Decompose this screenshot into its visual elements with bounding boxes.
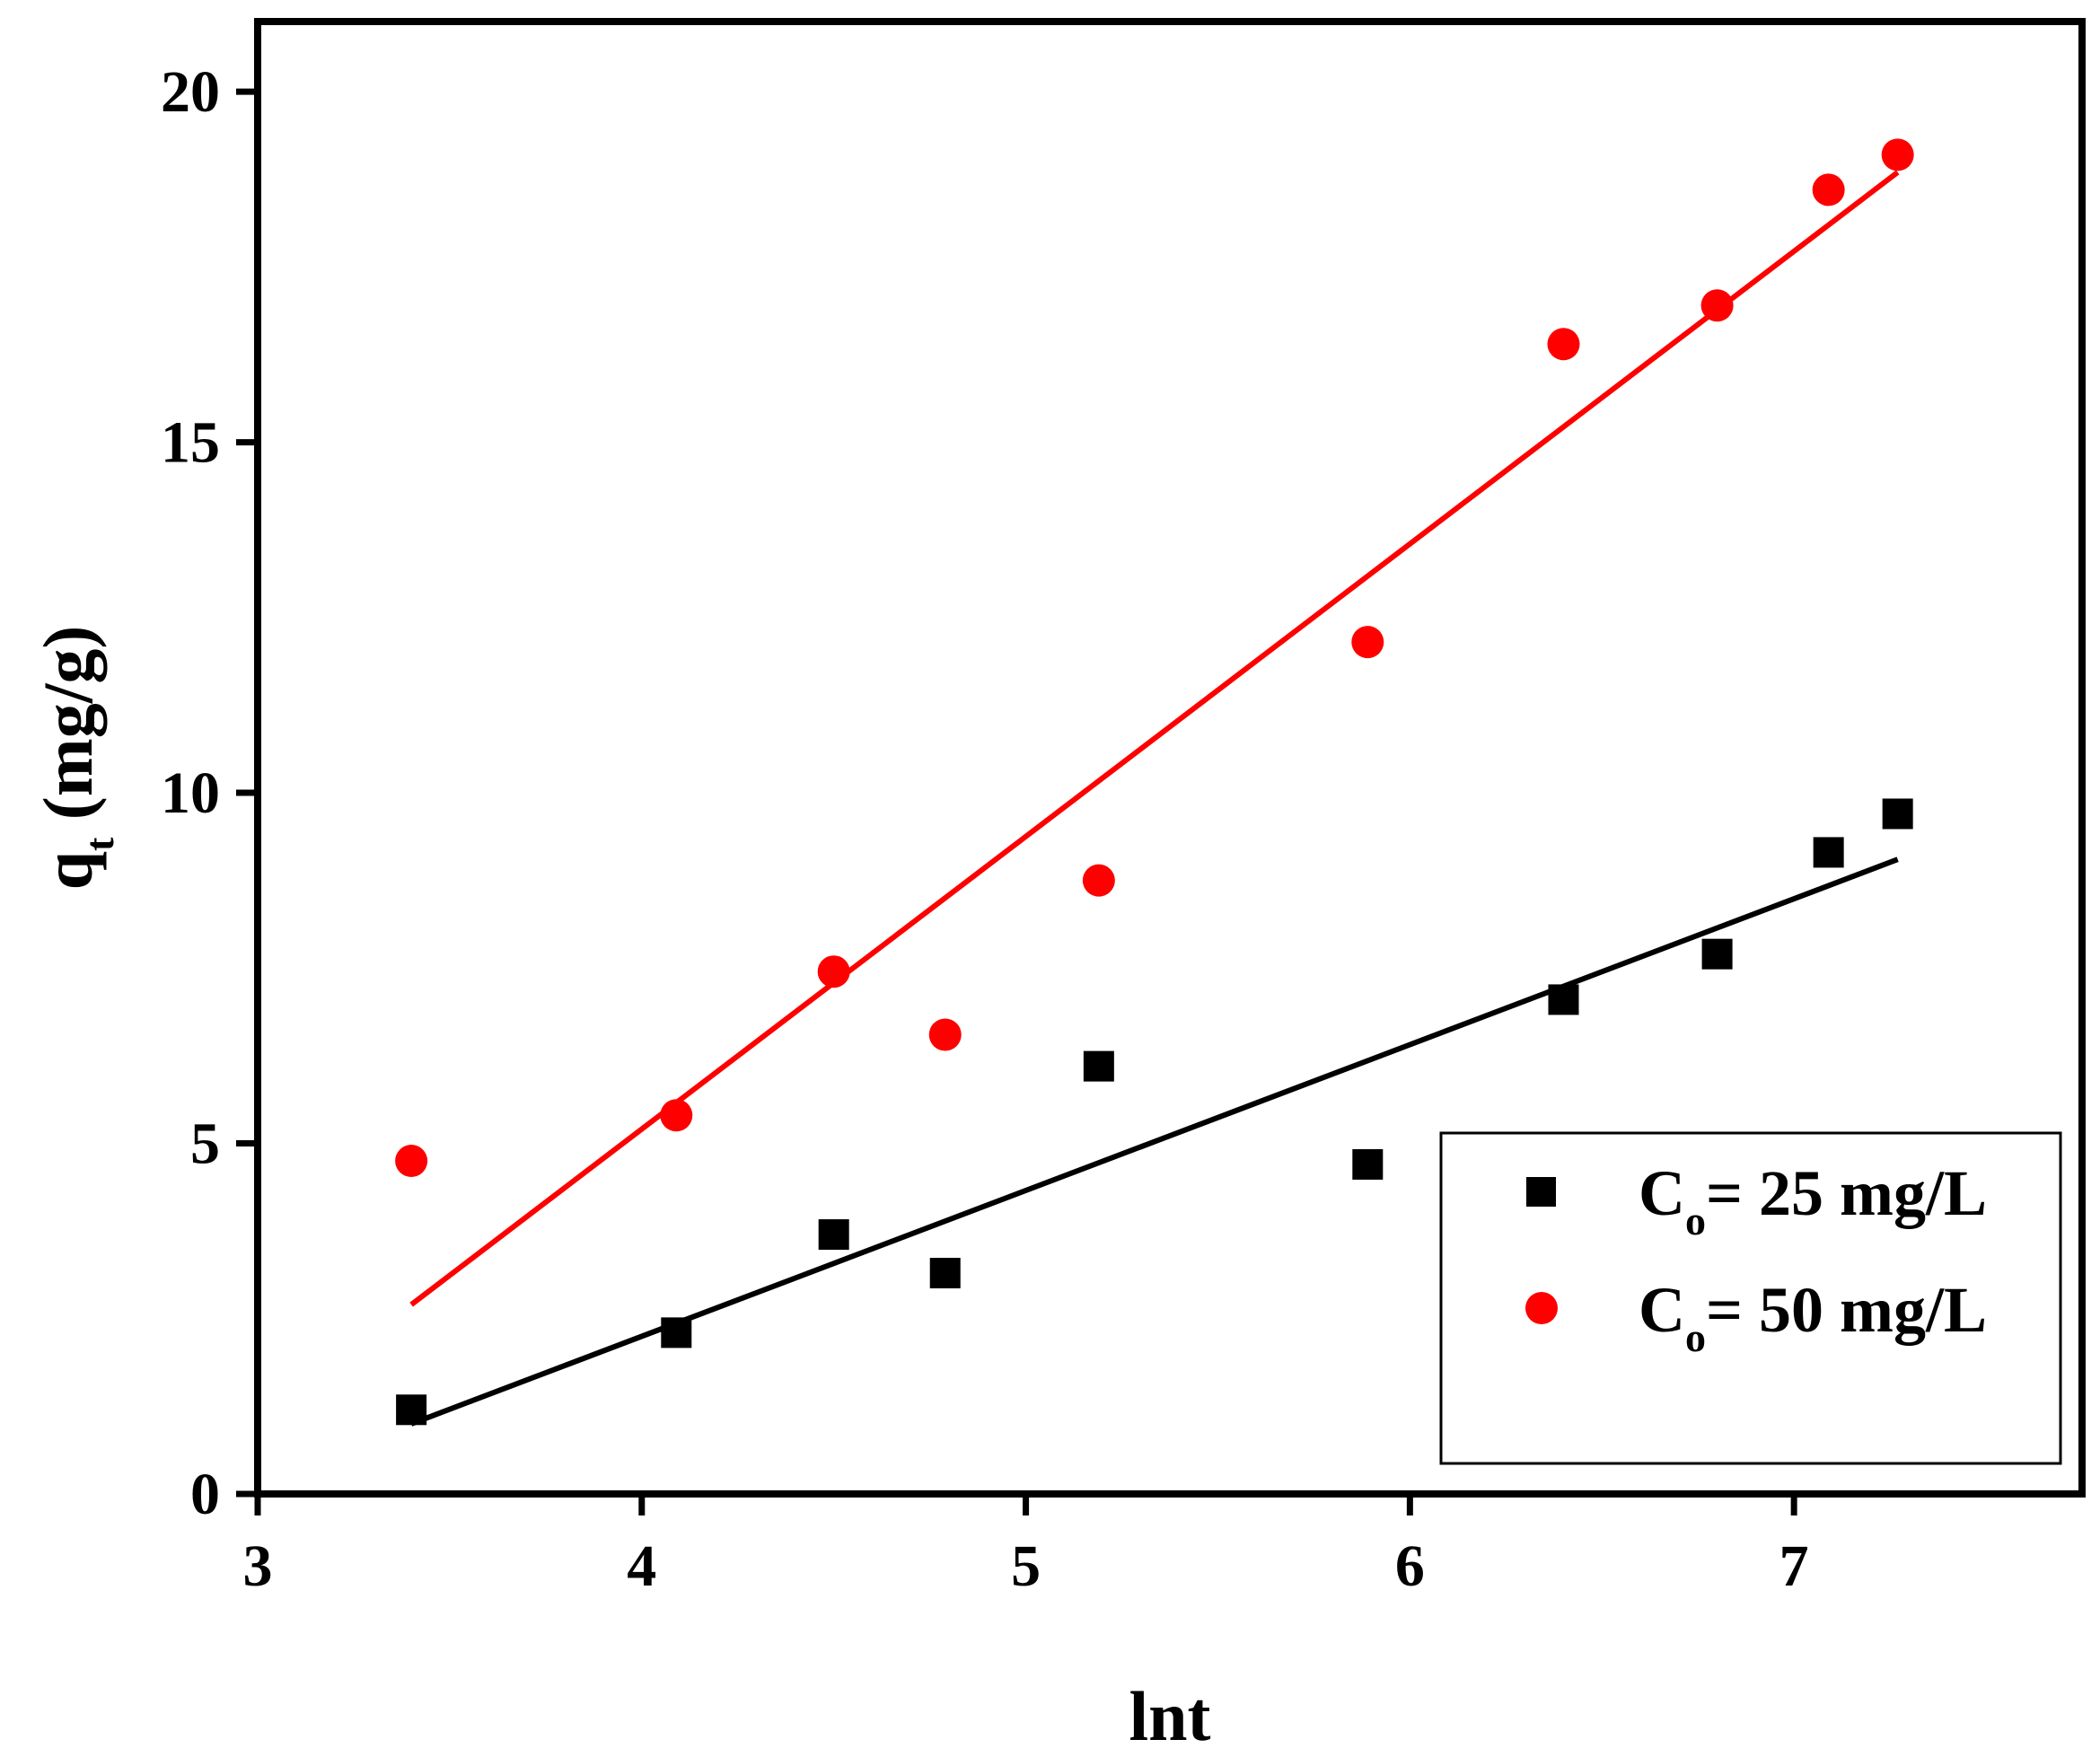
legend-marker-series-2 <box>1525 1292 1558 1324</box>
data-point-series-1 <box>929 1258 961 1288</box>
data-point-series-2 <box>928 1018 962 1051</box>
legend: Co= 25 mg/L Co= 50 mg/L <box>1439 1131 2062 1465</box>
legend-label-series-1-sub: o <box>1685 1198 1706 1243</box>
y-axis-title: qt (mg/g) <box>29 626 122 891</box>
data-point-series-1 <box>1882 798 1913 830</box>
data-points <box>395 138 1914 1426</box>
x-tick-label: 3 <box>243 1533 273 1599</box>
data-point-series-2 <box>1812 173 1845 206</box>
y-tick-label: 0 <box>190 1462 220 1527</box>
x-tick-label: 7 <box>1779 1533 1809 1599</box>
legend-marker-series-1 <box>1526 1177 1556 1207</box>
legend-label-series-2-main: C <box>1639 1274 1685 1346</box>
legend-label-series-2-rest: = 50 mg/L <box>1706 1274 1987 1346</box>
data-point-series-2 <box>1881 138 1914 171</box>
data-point-series-2 <box>660 1099 693 1132</box>
data-point-series-1 <box>1701 938 1733 970</box>
x-axis-ticks: 3 4 5 6 7 <box>243 1494 1809 1599</box>
legend-label-series-1: Co= 25 mg/L <box>1639 1157 1987 1243</box>
y-axis-title-main: q <box>29 851 107 890</box>
x-tick-label: 5 <box>1011 1533 1041 1599</box>
y-tick-label: 15 <box>161 410 220 476</box>
y-tick-label: 10 <box>161 760 220 826</box>
y-tick-label: 20 <box>161 59 220 125</box>
data-point-series-1 <box>1548 984 1579 1015</box>
data-point-series-2 <box>817 955 850 988</box>
data-point-series-1 <box>1083 1050 1114 1082</box>
legend-label-series-1-main: C <box>1639 1157 1685 1229</box>
data-point-series-1 <box>1352 1148 1384 1180</box>
legend-label-series-1-rest: = 25 mg/L <box>1706 1157 1987 1229</box>
y-axis-ticks: 0 5 10 15 20 <box>161 59 258 1527</box>
data-point-series-1 <box>1813 837 1844 868</box>
data-point-series-1 <box>396 1394 427 1426</box>
legend-label-series-2-sub: o <box>1685 1314 1706 1360</box>
fit-line-series-2 <box>409 170 1900 1307</box>
plot-frame <box>254 18 2086 1498</box>
data-point-series-2 <box>1082 864 1115 897</box>
fit-lines <box>409 170 1900 1427</box>
y-axis-title-rest: (mg/g) <box>29 626 107 838</box>
data-point-series-2 <box>1351 626 1384 659</box>
data-point-series-1 <box>818 1219 849 1251</box>
data-point-series-2 <box>1700 289 1734 322</box>
data-point-series-2 <box>395 1145 428 1178</box>
x-tick-label: 4 <box>627 1533 656 1599</box>
fit-line-series-1 <box>410 857 1899 1427</box>
y-axis-title-sub: t <box>76 837 122 851</box>
data-point-series-1 <box>661 1317 692 1348</box>
legend-label-series-2: Co= 50 mg/L <box>1639 1274 1987 1360</box>
data-point-series-2 <box>1547 328 1580 361</box>
x-tick-label: 6 <box>1395 1533 1425 1599</box>
y-tick-label: 5 <box>190 1111 220 1177</box>
x-axis-title: lnt <box>1129 1677 1210 1755</box>
